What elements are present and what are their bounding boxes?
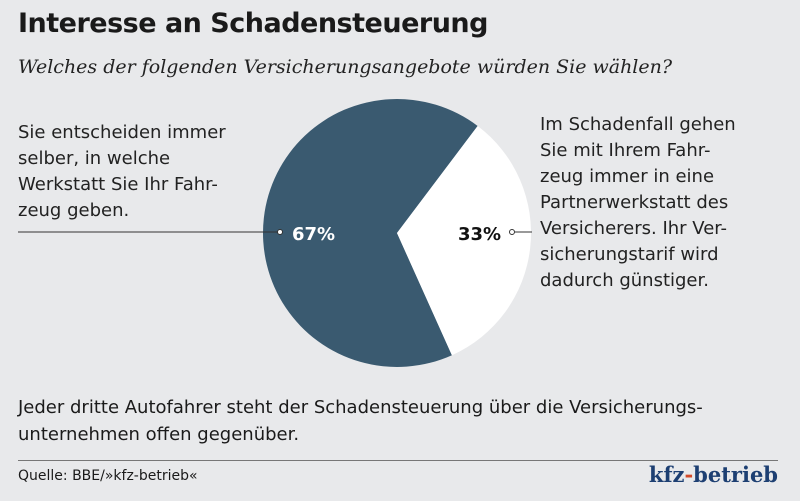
slice-label-right: Im Schadenfall gehen Sie mit Ihrem Fahr-z…: [540, 112, 790, 294]
pie-slice-67: [262, 98, 478, 368]
data-label-67: 67%: [292, 224, 335, 245]
leader-dot-left: [277, 229, 283, 235]
pie-slice-33: [397, 125, 531, 356]
chart-subtitle: Welches der folgenden Versicherungsangeb…: [18, 56, 673, 78]
leader-dot-right: [509, 229, 515, 235]
slice-label-left: Sie entscheiden immer selber, in welche We…: [18, 120, 288, 224]
source: Quelle: BBE/»kfz-betrieb«: [18, 468, 198, 484]
chart-title: Interesse an Schadensteuerung: [18, 8, 488, 39]
label-line: zeug immer in eine: [540, 166, 715, 187]
data-label-33: 33%: [458, 224, 501, 245]
label-line: Versicherers. Ihr Ver-: [540, 218, 728, 239]
kfz-betrieb-logo: kfz-betrieb: [648, 462, 778, 487]
label-line: Sie entscheiden immer: [18, 122, 226, 143]
label-line: Im Schadenfall gehen: [540, 114, 736, 135]
divider: [18, 460, 778, 461]
label-line: Sie mit Ihrem Fahr-: [540, 140, 711, 161]
label-line: Partnerwerkstatt des: [540, 192, 729, 213]
label-line: zeug geben.: [18, 200, 130, 221]
label-line: sicherungstarif wird: [540, 244, 719, 265]
footnote: Jeder dritte Autofahrer steht der Schade…: [18, 397, 703, 445]
label-line: selber, in welche: [18, 148, 171, 169]
label-line: Werkstatt Sie Ihr Fahr-: [18, 174, 218, 195]
label-line: dadurch günstiger.: [540, 270, 709, 291]
